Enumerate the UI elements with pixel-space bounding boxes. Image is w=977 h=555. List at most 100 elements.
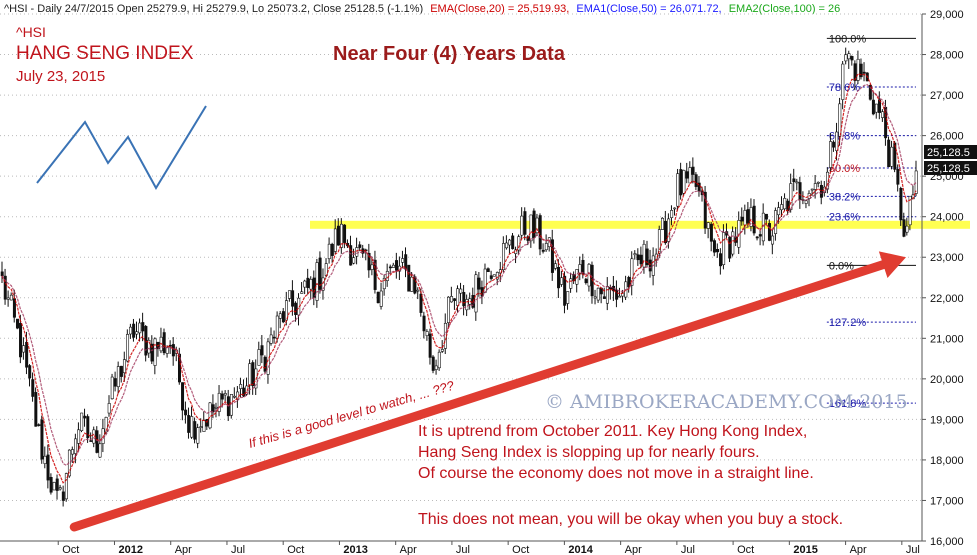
x-tick-label: Apr [850, 544, 867, 555]
candle-body [31, 379, 35, 397]
candle-body [83, 415, 87, 419]
candle-body [147, 340, 151, 354]
candle-body [719, 253, 723, 267]
y-tick-label: 23,000 [930, 252, 964, 264]
candle-body [419, 293, 423, 313]
candle-body [77, 429, 81, 444]
candle-body [771, 235, 775, 245]
y-tick-label: 28,000 [930, 50, 964, 62]
candle-body [682, 169, 686, 194]
x-tick-label: Oct [512, 544, 529, 555]
candle-body [269, 334, 273, 344]
candle-body [187, 415, 191, 433]
candle-body [0, 271, 4, 277]
x-tick-label: Apr [175, 544, 192, 555]
candle-body [566, 291, 570, 304]
candle-body [300, 291, 304, 294]
candle-body [248, 363, 252, 386]
price-badge: 25,128.5 [927, 147, 970, 159]
candle-body [602, 296, 606, 299]
candle-body [914, 170, 918, 194]
candle-body [899, 187, 903, 221]
x-tick-label: 2015 [793, 544, 817, 555]
candle-body [37, 424, 41, 426]
candle-body [135, 331, 139, 335]
chart-date-label: July 23, 2015 [16, 68, 105, 85]
candle-body [764, 213, 768, 220]
candle-body [853, 63, 857, 81]
x-tick-label: Jul [681, 544, 695, 555]
candle-body [816, 181, 820, 184]
candle-body [376, 291, 380, 304]
candle-body [596, 287, 600, 301]
candle-body [119, 365, 123, 377]
candle-body [113, 378, 117, 387]
y-tick-label: 18,000 [930, 455, 964, 467]
price-badge: 25,128.5 [927, 163, 970, 175]
trend-arrow [69, 251, 906, 532]
candle-body [370, 264, 374, 270]
candle-body [220, 393, 224, 400]
candle-body [28, 365, 32, 379]
ema-line-short [1, 73, 917, 484]
candle-body [388, 266, 392, 269]
candle-body [908, 195, 912, 226]
candle-body [318, 257, 322, 290]
candle-body [52, 482, 56, 491]
candle-body [15, 318, 19, 329]
candle-body [288, 290, 292, 299]
y-tick-label: 20,000 [930, 374, 964, 386]
candle-body [636, 254, 640, 261]
candle-body [431, 356, 435, 371]
candle-body [777, 207, 781, 216]
candle-body [459, 288, 463, 294]
candle-body [321, 277, 325, 291]
fib-label: 127.2% [829, 317, 867, 329]
header-ema50: EMA1(Close,50) = 26,071.72, [576, 3, 721, 15]
candle-body [116, 366, 120, 388]
y-tick-label: 21,000 [930, 333, 964, 345]
candle-body [440, 349, 444, 352]
candle-body [477, 277, 481, 290]
candle-body [492, 274, 496, 277]
zigzag-icon [36, 105, 207, 190]
header-ema100: EMA2(Close,100) = 26 [729, 3, 841, 15]
x-tick-label: Oct [62, 544, 79, 555]
candle-body [667, 218, 671, 242]
candle-body [902, 219, 906, 237]
candle-body [709, 223, 713, 242]
candle-body [465, 299, 469, 311]
candle-body [202, 419, 206, 432]
header-ema20: EMA(Close,20) = 25,519.93, [430, 3, 569, 15]
candle-body [64, 473, 68, 500]
candle-body [358, 244, 362, 248]
candle-body [798, 182, 802, 200]
candle-body [410, 276, 414, 292]
index-name-label: HANG SENG INDEX [16, 43, 194, 64]
candle-body [303, 280, 307, 288]
comment-final: This does not mean, you will be okay whe… [418, 511, 843, 528]
candle-body [327, 243, 331, 260]
y-tick-label: 26,000 [930, 131, 964, 143]
candle-body [6, 297, 10, 300]
x-tick-label: 2013 [343, 544, 367, 555]
candle-body [584, 278, 588, 284]
candle-body [367, 252, 371, 271]
candle-body [122, 359, 126, 374]
candle-body [74, 438, 78, 454]
candle-body [171, 344, 175, 357]
candle-body [679, 169, 683, 196]
candle-body [856, 58, 860, 81]
candle-body [272, 336, 276, 339]
candle-body [385, 271, 389, 281]
y-tick-label: 24,000 [930, 212, 964, 224]
fib-label: 100.0% [829, 33, 867, 45]
y-tick-label: 17,000 [930, 495, 964, 507]
candle-body [447, 296, 451, 323]
candle-body [43, 455, 47, 464]
candle-body [355, 247, 359, 257]
candle-body [706, 222, 710, 229]
comment-line: It is uptrend from October 2011. Key Hon… [418, 423, 807, 440]
candle-body [391, 264, 395, 268]
